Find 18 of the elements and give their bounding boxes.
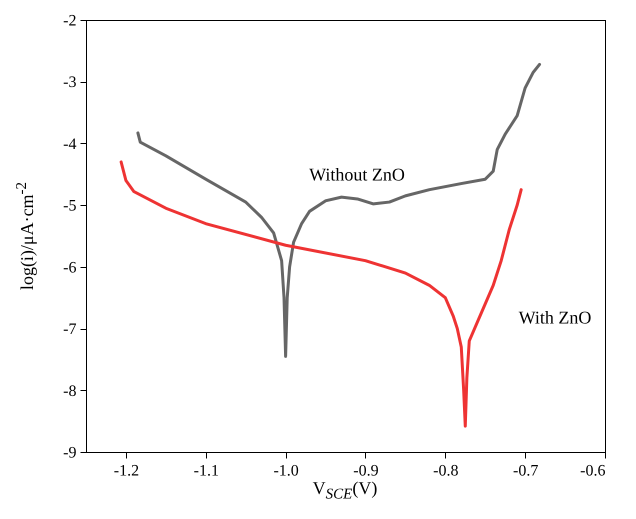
y-tick-label: -2 bbox=[63, 12, 76, 30]
y-tick-label: -4 bbox=[63, 136, 76, 153]
x-tick-label: -0.9 bbox=[353, 462, 379, 480]
y-tick-label: -8 bbox=[63, 382, 76, 400]
x-tick-label: -1.0 bbox=[273, 462, 299, 480]
y-tick-label: -7 bbox=[63, 321, 76, 338]
y-tick-label: -6 bbox=[63, 259, 76, 276]
annotation: With ZnO bbox=[518, 308, 592, 328]
y-tick-label: -5 bbox=[63, 198, 76, 215]
x-tick-label: -0.6 bbox=[580, 462, 606, 480]
x-tick-label: -1.2 bbox=[114, 462, 140, 480]
x-axis-title: V$_{SCE}$(V) bbox=[312, 478, 378, 504]
annotation: Without ZnO bbox=[309, 164, 405, 186]
y-tick-label: -3 bbox=[63, 74, 76, 92]
x-tick-label: -0.8 bbox=[433, 462, 458, 480]
y-tick-label: -9 bbox=[63, 444, 76, 462]
x-tick-label: -0.7 bbox=[512, 462, 538, 480]
x-tick-label: -1.1 bbox=[194, 462, 219, 480]
